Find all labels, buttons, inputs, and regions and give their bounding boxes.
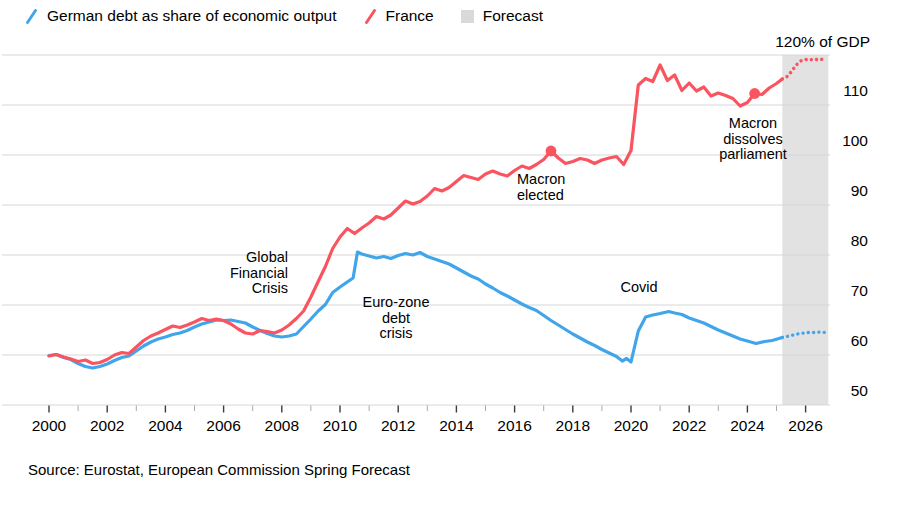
x-axis-label: 2004: [148, 417, 183, 434]
legend-label-france: France: [386, 7, 434, 25]
x-axis-label: 2012: [381, 417, 415, 434]
forecast-band: [782, 55, 828, 405]
event-marker: [749, 88, 760, 99]
france-series-icon: [364, 8, 377, 25]
legend-item-germany[interactable]: German debt as share of economic output: [25, 7, 337, 25]
y-axis-label: 100: [842, 132, 868, 149]
x-axis-label: 2008: [265, 417, 299, 434]
y-axis-label: 60: [851, 332, 869, 349]
y-axis-label: 110: [843, 82, 868, 99]
y-axis-title: 120% of GDP: [775, 33, 870, 51]
x-axis-label: 2000: [32, 417, 67, 434]
x-axis-label: 2018: [556, 417, 590, 434]
x-axis-label: 2010: [323, 417, 358, 434]
annotation-euro-zone-debt-crisis: Euro-zone debt crisis: [363, 295, 430, 342]
source-credit: Source: Eurostat, European Commission Sp…: [28, 461, 410, 478]
bloomberg-debt-chart: 110 100 90 80 70 60 50 2000 2002 2004 2006 2008 2010…: [0, 0, 900, 509]
y-axis-label: 70: [851, 282, 869, 299]
y-axis-label: 90: [851, 182, 869, 199]
x-axis-label: 2006: [206, 417, 240, 434]
annotation-covid: Covid: [620, 280, 657, 296]
germany-series-icon: [25, 8, 38, 25]
event-marker: [546, 146, 557, 157]
legend-item-france[interactable]: France: [364, 7, 434, 25]
x-axis-label: 2014: [439, 417, 474, 434]
annotation-global-financial-crisis: Global Financial Crisis: [230, 250, 288, 297]
legend-label-forecast: Forecast: [483, 7, 543, 25]
legend-label-germany: German debt as share of economic output: [47, 7, 337, 25]
x-axis-label: 2016: [497, 417, 531, 434]
annotation-macron-dissolves-parliament: Macron dissolves parliament: [719, 116, 787, 163]
debt-chart-canvas: 110 100 90 80 70 60 50 2000 2002 2004 2006 2008 2010…: [0, 0, 900, 509]
x-axis-label: 2024: [730, 417, 765, 434]
x-axis-label: 2002: [90, 417, 124, 434]
y-axis-label: 50: [851, 382, 869, 399]
x-axis-label: 2022: [672, 417, 706, 434]
chart-legend: German debt as share of economic output …: [25, 7, 543, 25]
x-axis-label: 2020: [614, 417, 649, 434]
x-axis-label: 2026: [788, 417, 822, 434]
y-axis-label: 80: [851, 232, 869, 249]
annotation-macron-elected: Macron elected: [517, 172, 565, 203]
forecast-band-icon: [461, 10, 474, 23]
legend-item-forecast[interactable]: Forecast: [461, 7, 543, 25]
